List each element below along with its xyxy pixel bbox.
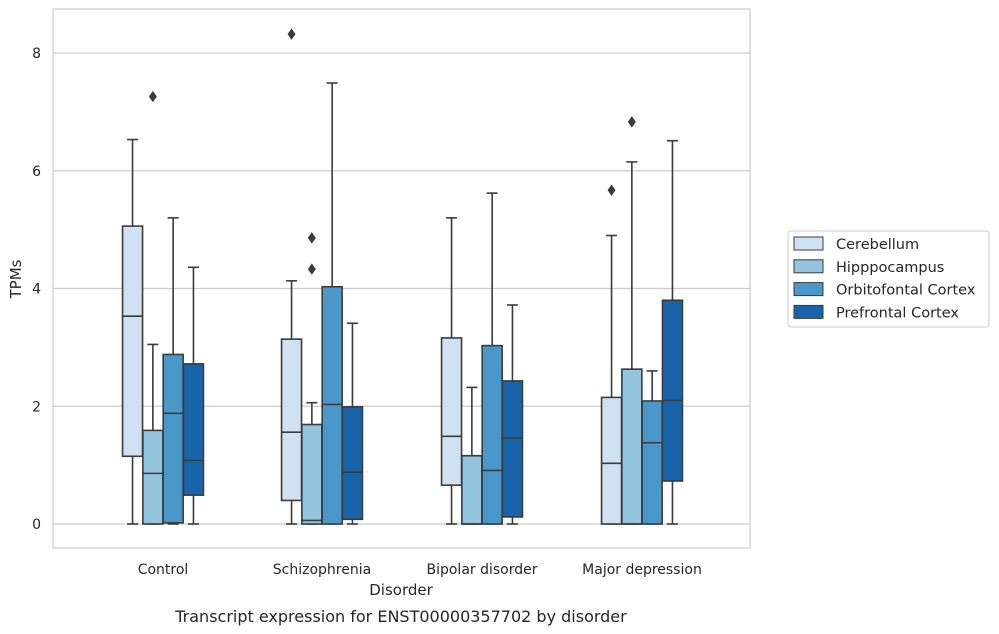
- legend-item: Prefrontal Cortex: [793, 304, 959, 321]
- legend-swatch: [793, 236, 824, 251]
- outlier-point: [627, 116, 636, 128]
- box-hipppocampus: [142, 90, 164, 525]
- box-cerebellum: [440, 217, 463, 525]
- legend-swatch: [793, 282, 824, 297]
- box-iqr: [321, 285, 343, 525]
- legend-item: Hipppocampus: [793, 259, 944, 276]
- x-tick-label: Schizophrenia: [273, 562, 371, 578]
- box-iqr: [142, 429, 164, 525]
- chart-caption: Transcript expression for ENST0000035770…: [174, 607, 627, 626]
- box-iqr: [641, 400, 663, 525]
- y-tick-label: 6: [32, 164, 41, 180]
- legend-label: Hipppocampus: [836, 260, 944, 276]
- box-hipppocampus: [621, 116, 643, 525]
- box-iqr: [501, 380, 524, 518]
- box-iqr: [481, 344, 503, 525]
- box-iqr: [440, 337, 463, 486]
- y-tick-label: 8: [32, 46, 41, 62]
- box-iqr: [341, 406, 364, 521]
- x-tick-labels: Control Schizophrenia Bipolar disorder Majo…: [138, 562, 702, 578]
- x-tick-label: Control: [138, 562, 189, 578]
- boxes: [121, 28, 684, 525]
- y-tick-label: 0: [32, 517, 41, 533]
- outlier-point: [148, 90, 157, 103]
- box-cerebellum: [121, 138, 144, 525]
- box-iqr: [121, 225, 144, 458]
- box-iqr: [301, 423, 323, 525]
- y-tick-labels: 0 2 4 6 8: [32, 46, 41, 533]
- x-axis-title: Disorder: [369, 581, 433, 599]
- legend-item: Cerebellum: [793, 236, 919, 253]
- outlier-point: [287, 28, 296, 40]
- box-prefrontal-cortex: [341, 322, 364, 525]
- box-prefrontal-cortex: [661, 139, 684, 525]
- box-prefrontal-cortex: [501, 304, 524, 525]
- box-iqr: [621, 368, 643, 525]
- y-axis-title: TPMs: [7, 259, 25, 299]
- legend-label: Prefrontal Cortex: [836, 305, 959, 321]
- legend-label: Cerebellum: [836, 237, 919, 253]
- legend-swatch: [793, 304, 824, 319]
- box-orbitofontal-cortex: [321, 82, 343, 525]
- box-iqr: [162, 353, 184, 524]
- y-tick-label: 2: [32, 399, 41, 415]
- outlier-point: [307, 232, 316, 244]
- box-iqr: [661, 299, 684, 482]
- legend: Cerebellum Hipppocampus Orbitofontal Corte…: [787, 230, 990, 328]
- x-tick-label: Major depression: [582, 562, 702, 578]
- box-cerebellum: [280, 28, 303, 525]
- box-prefrontal-cortex: [182, 266, 205, 525]
- outlier-point: [307, 263, 316, 275]
- box-iqr: [461, 454, 483, 525]
- box-iqr: [600, 396, 623, 525]
- legend-frame: [787, 230, 990, 328]
- legend-label: Orbitofontal Cortex: [836, 283, 976, 299]
- legend-swatch: [793, 259, 824, 274]
- plot-frame: [52, 8, 751, 549]
- y-tick-label: 4: [32, 282, 41, 298]
- box-iqr: [280, 338, 303, 502]
- legend-item: Orbitofontal Cortex: [793, 282, 976, 299]
- x-tick-label: Bipolar disorder: [426, 562, 537, 578]
- outlier-point: [607, 184, 616, 196]
- box-iqr: [182, 363, 205, 496]
- box-orbitofontal-cortex: [162, 217, 184, 525]
